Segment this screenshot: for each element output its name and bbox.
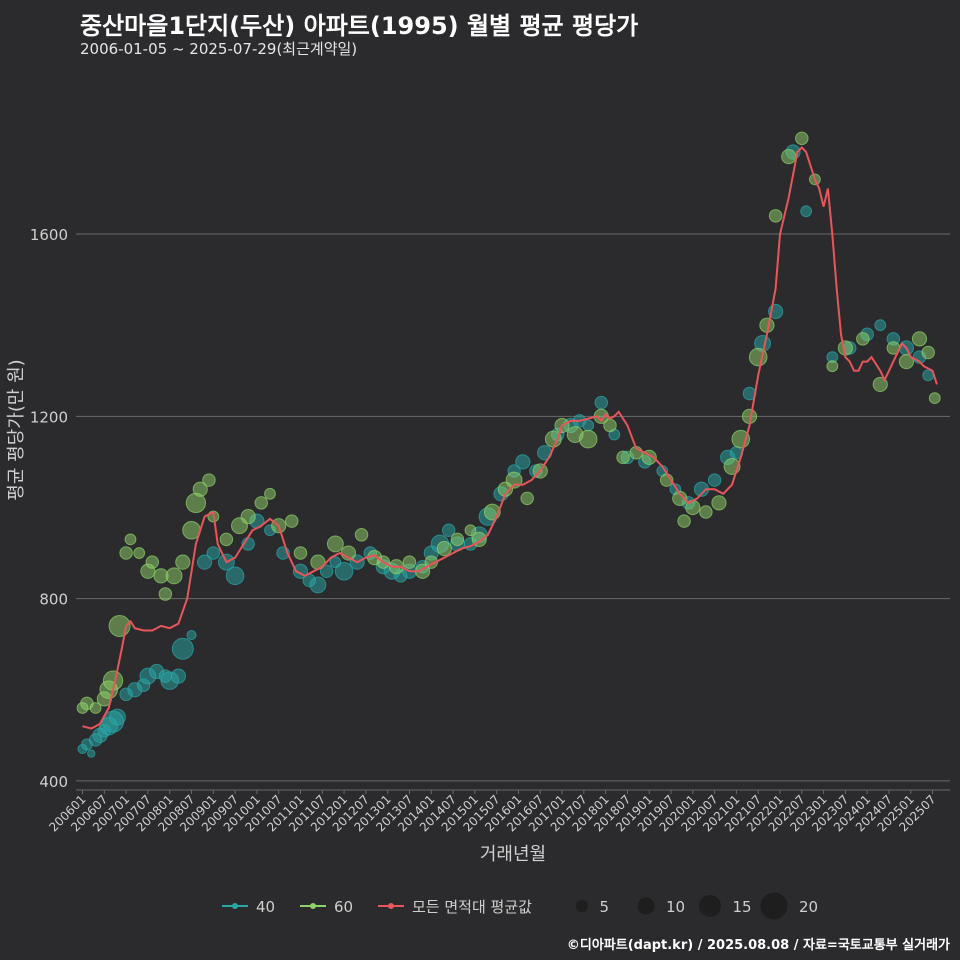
data-point-s60 <box>326 535 344 553</box>
data-point-s60 <box>672 490 688 506</box>
legend-label: 40 <box>256 898 275 916</box>
legend-size-label: 10 <box>666 898 685 916</box>
legend-size-circle <box>760 892 788 920</box>
data-point-s60 <box>436 540 452 557</box>
data-point-s40 <box>334 561 354 581</box>
y-axis-label: 평균 평당가(만 원) <box>6 359 27 500</box>
data-point-s60 <box>616 450 630 465</box>
data-point-s60 <box>781 148 797 165</box>
data-point-s60 <box>578 429 598 449</box>
data-point-s60 <box>699 505 713 519</box>
data-point-s60 <box>264 487 276 500</box>
data-point-s40 <box>170 668 187 684</box>
data-point-s60 <box>464 524 477 537</box>
data-point-s40 <box>319 564 334 579</box>
data-point-s60 <box>795 131 809 146</box>
y-tick-label: 400 <box>39 773 68 791</box>
data-point-s60 <box>872 376 888 393</box>
legend-size-circle <box>637 897 655 915</box>
data-point-s60 <box>158 587 173 601</box>
data-point-s60 <box>768 209 783 223</box>
data-point-s40 <box>87 749 96 758</box>
x-axis: 2006012006072007012007072008012008072009… <box>46 790 939 835</box>
legend-size-circle <box>576 900 588 912</box>
legend-key-dot <box>310 903 316 909</box>
data-point-s60 <box>219 532 234 547</box>
data-point-s60 <box>402 555 417 569</box>
gridlines <box>76 233 950 791</box>
data-point-s60 <box>119 546 133 560</box>
data-point-s60 <box>175 554 191 570</box>
data-point-s40 <box>309 576 327 594</box>
legend-key-dot <box>232 903 238 909</box>
data-point-s60 <box>165 567 183 585</box>
data-point-s60 <box>133 547 146 559</box>
data-point-s60 <box>856 332 870 346</box>
data-point-s60 <box>911 331 928 347</box>
data-point-s60 <box>603 418 617 433</box>
legend-size-circle <box>699 895 721 917</box>
legend-key-dot <box>388 903 394 909</box>
data-point-s60 <box>677 514 691 528</box>
chart-subtitle: 2006-01-05 ~ 2025-07-29(최근계약일) <box>80 40 358 58</box>
data-point-s40 <box>874 319 887 332</box>
data-point-s60 <box>354 528 369 542</box>
data-point-s60 <box>711 495 727 511</box>
data-point-s40 <box>186 630 197 641</box>
data-points <box>76 131 941 758</box>
data-point-s40 <box>196 554 213 570</box>
y-tick-label: 1600 <box>30 226 68 244</box>
data-point-s60 <box>898 354 915 370</box>
data-point-s60 <box>254 496 269 510</box>
data-point-s60 <box>921 345 935 360</box>
data-point-s40 <box>171 637 194 660</box>
y-tick-label: 1200 <box>30 408 68 426</box>
data-point-s60 <box>192 481 208 497</box>
data-point-s60 <box>928 392 941 405</box>
data-point-s60 <box>293 546 308 560</box>
data-point-s60 <box>240 508 256 525</box>
y-axis: 400 800 1200 1600 <box>30 226 68 791</box>
data-point-s40 <box>225 566 245 586</box>
data-point-s60 <box>520 491 534 506</box>
chart-title: 중산마을1단지(두산) 아파트(1995) 월별 평균 평당가 <box>80 12 639 40</box>
data-point-s40 <box>800 205 813 218</box>
data-point-s40 <box>707 473 722 487</box>
legend-label: 60 <box>334 898 353 916</box>
data-point-s40 <box>441 523 456 538</box>
data-point-s40 <box>206 546 221 560</box>
source-caption: ©디아파트(dapt.kr) / 2025.08.08 / 자료=국토교통부 실… <box>566 938 950 953</box>
data-point-s40 <box>582 419 595 432</box>
legend-size-label: 20 <box>799 898 818 916</box>
data-point-s60 <box>124 533 137 546</box>
data-point-s60 <box>202 473 216 487</box>
x-axis-label: 거래년월 <box>480 844 546 865</box>
average-line-path <box>82 146 938 730</box>
data-point-s60 <box>450 532 465 547</box>
legend-size-label: 5 <box>600 898 610 916</box>
legend-size-label: 15 <box>733 898 752 916</box>
data-point-s40 <box>515 454 531 470</box>
y-tick-label: 800 <box>39 591 68 609</box>
data-point-s60 <box>145 555 160 569</box>
average-line <box>82 146 938 730</box>
data-point-s60 <box>826 360 839 373</box>
data-point-s60 <box>285 514 299 528</box>
data-point-s40 <box>594 395 609 410</box>
data-point-s40 <box>108 708 126 726</box>
data-point-s60 <box>89 702 102 714</box>
legend-label: 모든 면적대 평균값 <box>412 898 532 916</box>
legend: 40 60 모든 면적대 평균값 5 10 15 20 <box>222 892 818 920</box>
